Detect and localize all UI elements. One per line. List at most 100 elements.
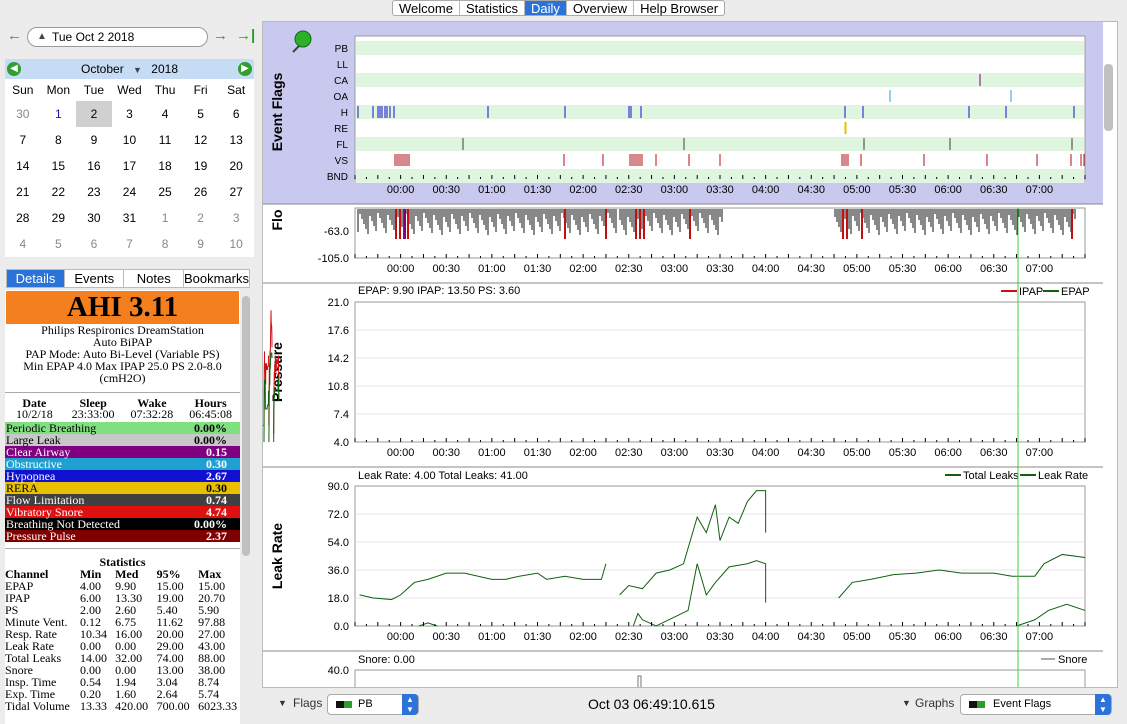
calendar-day[interactable]: 13 [229, 133, 243, 147]
calendar-day[interactable]: 1 [161, 211, 169, 225]
flow-event-marker [861, 209, 863, 239]
calendar-day[interactable]: 5 [197, 107, 204, 121]
calendar-day[interactable]: 23 [87, 185, 101, 199]
calendar-day[interactable]: 30 [16, 107, 30, 121]
time-tick-label: 06:30 [980, 447, 1008, 459]
calendar-day[interactable]: 17 [122, 159, 137, 173]
time-tick-label: 03:00 [661, 447, 689, 459]
event-index-row[interactable]: Hypopnea 2.67 [5, 470, 240, 482]
last-day-arrow-icon[interactable]: →| [236, 27, 256, 44]
flags-select[interactable]: PB ▲ ▼ [327, 694, 419, 715]
event-index-row[interactable]: Breathing Not Detected 0.00% [5, 518, 240, 530]
calendar-day[interactable]: 3 [126, 107, 133, 121]
pressure-ytick: 7.4 [334, 409, 349, 421]
graphs-select[interactable]: Event Flags ▲ ▼ [960, 694, 1112, 715]
calendar-day[interactable]: 15 [51, 159, 66, 173]
calendar-day[interactable]: 25 [158, 185, 172, 199]
calendar-day[interactable]: 16 [87, 159, 101, 173]
event-index-row[interactable]: RERA 0.30 [5, 482, 240, 494]
event-index-row[interactable]: Vibratory Snore 4.74 [5, 506, 240, 518]
calendar-day[interactable]: 30 [87, 211, 101, 225]
calendar-day[interactable]: 1 [55, 107, 62, 121]
tab-help-browser[interactable]: Help Browser [640, 1, 719, 16]
stat-row: Exp. Time 0.20 1.60 2.64 5.74 [5, 688, 240, 700]
time-tick-label: 06:00 [934, 631, 962, 643]
tab-notes[interactable]: Notes [124, 270, 184, 287]
calendar-day[interactable]: 8 [55, 133, 62, 147]
event-index-row[interactable]: Flow Limitation 0.74 [5, 494, 240, 506]
tab-overview[interactable]: Overview [567, 1, 635, 16]
flags-collapse-icon[interactable]: ▼ [278, 698, 287, 708]
total-leaks-line [619, 490, 767, 596]
month-dropdown-icon[interactable]: ▼ [133, 65, 142, 75]
event-index-row[interactable]: Obstructive 0.30 [5, 458, 240, 470]
calendar-day[interactable]: 14 [16, 159, 30, 173]
calendar-day[interactable]: 6 [90, 237, 98, 251]
calendar-day[interactable]: 12 [193, 133, 208, 147]
calendar-day[interactable]: 10 [122, 133, 137, 147]
date-picker[interactable]: ▲ Tue Oct 2 2018 [27, 27, 208, 47]
tab-details[interactable]: Details [7, 270, 65, 287]
time-tick-label: 02:30 [615, 184, 643, 196]
calendar-day[interactable]: 31 [122, 211, 137, 225]
stat-row: Leak Rate 0.00 0.00 29.00 43.00 [5, 640, 240, 652]
calendar-day[interactable]: 2 [197, 211, 204, 225]
prev-month-icon[interactable]: ◀ [7, 62, 21, 76]
event-value: 0.00% [194, 517, 227, 531]
time-tick-label: 05:30 [889, 263, 917, 275]
time-tick-label: 07:00 [1026, 263, 1054, 275]
event-row-label: LL [337, 60, 349, 71]
calendar-day[interactable]: 7 [126, 237, 133, 251]
stat-header: Min [79, 567, 102, 581]
sleep-header: Sleep [79, 396, 107, 410]
tab-events[interactable]: Events [65, 270, 125, 287]
calendar-day[interactable]: 6 [232, 107, 240, 121]
event-flags-title: Event Flags [269, 73, 285, 152]
calendar-day[interactable]: 24 [122, 185, 137, 199]
time-tick-label: 01:00 [478, 263, 506, 275]
calendar-day[interactable]: 4 [161, 107, 169, 121]
next-day-arrow-icon[interactable]: → [213, 27, 228, 44]
next-month-icon[interactable]: ▶ [238, 62, 252, 76]
right-scrollbar[interactable] [1104, 64, 1113, 131]
tab-statistics[interactable]: Statistics [460, 1, 525, 16]
prev-day-arrow-icon[interactable]: ← [7, 27, 22, 44]
stat-cell: IPAP [5, 591, 30, 605]
event-index-row[interactable]: Pressure Pulse 2.37 [5, 530, 240, 542]
calendar-day[interactable]: 2 [76, 101, 112, 127]
event-index-row[interactable]: Periodic Breathing 0.00% [5, 422, 240, 434]
calendar-day[interactable]: 22 [51, 185, 66, 199]
calendar-day[interactable]: 7 [19, 133, 27, 147]
calendar-day[interactable]: 18 [158, 159, 172, 173]
calendar-month[interactable]: October [81, 62, 124, 76]
stat-header: Max [198, 567, 222, 581]
calendar-day[interactable]: 28 [16, 211, 30, 225]
left-scrollbar[interactable] [242, 296, 250, 556]
graphs-collapse-icon[interactable]: ▼ [902, 698, 911, 708]
calendar-day[interactable]: 5 [55, 237, 62, 251]
event-index-row[interactable]: Large Leak 0.00% [5, 434, 240, 446]
tab-welcome[interactable]: Welcome [393, 1, 460, 16]
stat-cell: Tidal Volume [5, 699, 70, 713]
calendar-day[interactable]: 27 [229, 185, 243, 199]
calendar-day[interactable]: 21 [16, 185, 30, 199]
event-index-row[interactable]: Clear Airway 0.15 [5, 446, 240, 458]
select-arrows-icon: ▲ ▼ [1095, 694, 1111, 715]
calendar-day[interactable]: 19 [193, 159, 208, 173]
calendar-day[interactable]: 3 [232, 211, 240, 225]
calendar-day[interactable]: 8 [161, 237, 169, 251]
calendar-day[interactable]: 9 [90, 133, 98, 147]
stat-row: Insp. Time 0.54 1.94 3.04 8.74 [5, 676, 240, 688]
tab-bookmarks[interactable]: Bookmarks [183, 271, 249, 286]
event-label: Obstructive [6, 457, 62, 471]
calendar-day[interactable]: 11 [158, 133, 172, 147]
calendar-day[interactable]: 4 [19, 237, 27, 251]
calendar-day[interactable]: 10 [229, 237, 243, 251]
calendar-day[interactable]: 29 [51, 211, 66, 225]
calendar-day[interactable]: 20 [229, 159, 243, 173]
tab-daily[interactable]: Daily [524, 1, 567, 16]
calendar-day[interactable]: 26 [193, 185, 208, 199]
calendar-year[interactable]: 2018 [151, 62, 178, 76]
calendar-day[interactable]: 9 [197, 237, 204, 251]
statistics-title: Statistics [99, 555, 146, 569]
